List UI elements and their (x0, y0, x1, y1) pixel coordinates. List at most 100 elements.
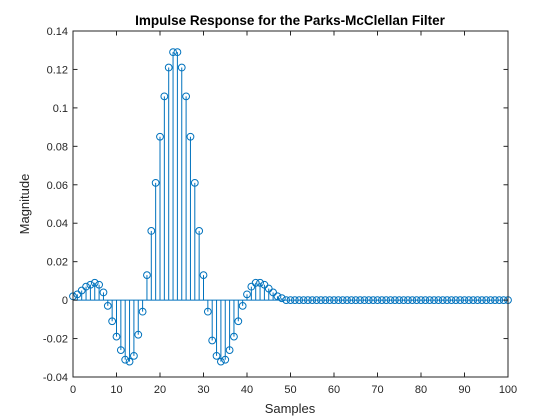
ticks-layer: 0 10 20 30 40 50 60 70 80 90 100 -0.04 -0.02 0 0.02 0.0… (43, 26, 517, 396)
stem-marker (473, 296, 482, 305)
stem-marker (299, 296, 308, 305)
stem-marker (443, 296, 452, 305)
stem-marker (269, 288, 278, 297)
stem-marker (377, 296, 386, 305)
stem-marker (347, 296, 356, 305)
stem-marker (190, 178, 199, 187)
stem-marker (325, 296, 334, 305)
stem-marker (360, 296, 369, 305)
stem-marker (208, 336, 217, 345)
stem-marker (321, 296, 330, 305)
stem-marker (212, 351, 221, 360)
stem-marker (221, 355, 230, 364)
stem-marker (369, 296, 378, 305)
stem-marker (164, 63, 173, 72)
x-tick-label: 60 (328, 384, 340, 396)
stem-marker (395, 296, 404, 305)
stem-marker (430, 296, 438, 305)
stem-marker (177, 63, 186, 72)
y-tick-label: 0.1 (53, 103, 68, 115)
y-tick-label: 0 (62, 295, 68, 307)
stem-marker (260, 280, 269, 289)
stem-marker (486, 296, 495, 305)
x-axis-label: Samples (265, 401, 316, 416)
stem-marker (217, 357, 225, 366)
stem-marker (408, 296, 417, 305)
stem-marker (421, 296, 430, 305)
stem-marker (143, 271, 151, 280)
stem-marker (182, 92, 191, 101)
stem-marker (103, 301, 112, 310)
stem-marker (334, 296, 343, 305)
stem-marker (247, 282, 256, 291)
stem-marker (386, 296, 395, 305)
y-tick-label: 0.08 (47, 141, 68, 153)
stem-marker (404, 296, 412, 305)
stem-marker (295, 296, 304, 305)
stem-marker (125, 357, 134, 366)
x-tick-label: 10 (110, 384, 122, 396)
stem-marker (90, 278, 99, 287)
stem-marker (203, 307, 212, 316)
stem-marker (343, 296, 351, 305)
y-tick-label: -0.04 (43, 372, 68, 384)
x-tick-label: 80 (415, 384, 427, 396)
stem-marker (130, 351, 138, 360)
stem-marker (173, 48, 182, 57)
stem-marker (195, 227, 204, 235)
stem-marker (116, 346, 125, 354)
x-tick-label: 20 (154, 384, 166, 396)
x-tick-label: 0 (70, 384, 76, 396)
stem-marker (356, 296, 365, 305)
y-tick-label: -0.02 (43, 334, 68, 346)
stem-marker (73, 290, 82, 299)
y-axis-label: Magnitude (17, 174, 32, 235)
stem-marker (277, 294, 286, 303)
stem-marker (282, 296, 291, 305)
stem-marker (199, 271, 208, 280)
stem-marker (121, 355, 130, 364)
stem-marker (160, 92, 169, 101)
stem-marker (108, 317, 117, 326)
y-tick-label: 0.06 (47, 180, 68, 192)
stem-marker (391, 296, 399, 305)
chart-title: Impulse Response for the Parks-McClellan… (135, 13, 446, 28)
stem-marker (373, 296, 382, 305)
x-tick-label: 100 (499, 384, 517, 396)
plot-area (73, 31, 508, 377)
stem-marker (469, 296, 478, 305)
stems-layer (72, 52, 283, 362)
stem-marker (351, 296, 360, 305)
stem-marker (412, 296, 421, 305)
stem-marker (451, 296, 460, 305)
stem-marker (338, 296, 347, 305)
stem-marker (482, 296, 491, 305)
x-tick-label: 90 (458, 384, 470, 396)
y-tick-label: 0.12 (47, 64, 68, 76)
stem-marker (99, 288, 108, 297)
stem-marker (447, 296, 456, 305)
stem-marker (308, 296, 317, 305)
stem-marker (138, 307, 147, 316)
stem-marker (491, 296, 499, 305)
y-tick-label: 0.04 (47, 218, 68, 230)
stem-marker (290, 296, 299, 305)
markers-layer (69, 48, 512, 366)
stem-marker (264, 284, 273, 293)
stem-marker (434, 296, 443, 305)
stem-marker (95, 280, 103, 289)
stem-marker (317, 296, 325, 305)
stem-marker (312, 296, 321, 305)
stem-marker (330, 296, 338, 305)
stem-marker (495, 296, 504, 305)
stem-marker (425, 296, 434, 305)
stem-marker (382, 296, 391, 305)
stem-marker (399, 296, 408, 305)
stem-marker (151, 178, 160, 187)
stem-marker (273, 292, 282, 301)
stem-marker (169, 48, 177, 57)
x-tick-label: 40 (241, 384, 253, 396)
stem-marker (256, 278, 264, 287)
